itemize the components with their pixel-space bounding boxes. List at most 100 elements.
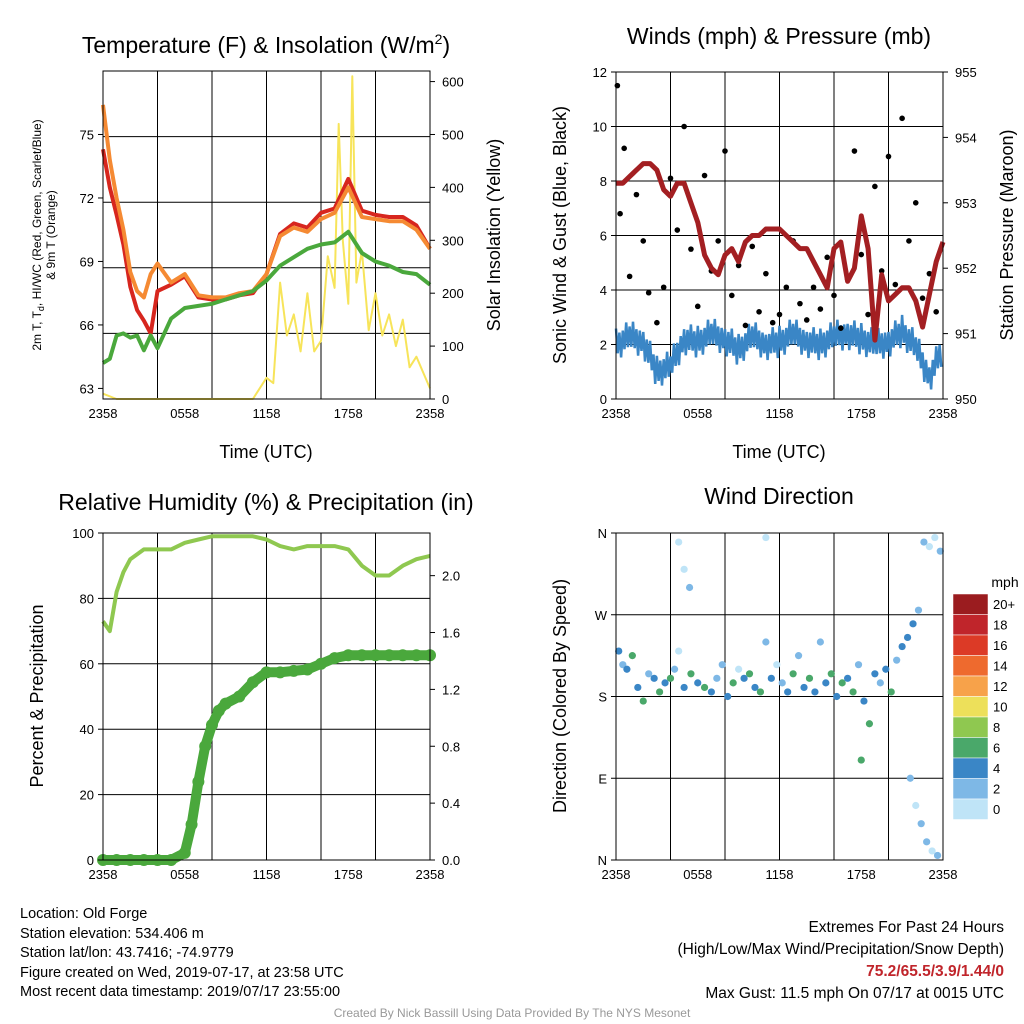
x-tick-label: 1758 bbox=[847, 867, 876, 882]
gust-point bbox=[640, 238, 647, 244]
y-tick-label: 0 bbox=[87, 853, 94, 868]
direction-point bbox=[700, 683, 709, 692]
dir-grid bbox=[616, 533, 943, 860]
station-elevation: Station elevation: 534.406 m bbox=[20, 925, 204, 942]
legend-title: mph bbox=[991, 574, 1018, 590]
legend-swatch bbox=[952, 778, 989, 800]
gust-point bbox=[831, 292, 837, 299]
gust-point bbox=[742, 322, 749, 329]
x-tick-label: 2358 bbox=[602, 406, 631, 421]
gust-point bbox=[654, 319, 660, 326]
wind-grid bbox=[616, 72, 943, 399]
y-tick-label-right: 100 bbox=[442, 339, 464, 354]
y-tick-label: 2 bbox=[600, 338, 607, 353]
station-latlon: Station lat/lon: 43.7416; -74.9779 bbox=[20, 945, 234, 961]
y-tick-label-right: 0.8 bbox=[442, 739, 460, 754]
direction-point bbox=[735, 665, 743, 673]
y-tick-label: 0 bbox=[600, 392, 607, 407]
direction-point bbox=[893, 656, 901, 664]
y-tick-label: 60 bbox=[80, 657, 94, 672]
y-tick-label-right: 1.6 bbox=[442, 626, 460, 641]
legend-label: 12 bbox=[993, 679, 1007, 694]
x-tick-label: 1758 bbox=[334, 406, 363, 421]
extremes-subtitle: (High/Low/Max Wind/Precipitation/Snow De… bbox=[677, 941, 1005, 958]
y-tick-label-right: 950 bbox=[955, 392, 977, 407]
gust-point bbox=[735, 262, 742, 269]
direction-point bbox=[909, 620, 917, 628]
direction-point bbox=[773, 661, 781, 669]
legend-swatch bbox=[952, 655, 989, 677]
figure-created: Figure created on Wed, 2019-07-17, at 23… bbox=[20, 964, 344, 981]
rh-title: Relative Humidity (%) & Precipitation (i… bbox=[58, 489, 473, 515]
y-tick-label: N bbox=[598, 526, 607, 541]
temp-series-group bbox=[101, 75, 432, 400]
legend-label: 14 bbox=[993, 659, 1007, 674]
wind-title: Winds (mph) & Pressure (mb) bbox=[627, 23, 931, 49]
y-tick-label-right: 952 bbox=[955, 261, 977, 276]
direction-point bbox=[675, 647, 683, 655]
gust-point bbox=[729, 292, 735, 299]
direction-point bbox=[805, 674, 814, 682]
y-tick-label-right: 400 bbox=[442, 180, 464, 195]
direction-point bbox=[666, 674, 675, 682]
direction-point bbox=[914, 606, 923, 614]
direction-point bbox=[827, 670, 835, 678]
direction-point bbox=[762, 533, 770, 542]
direction-point bbox=[661, 679, 669, 687]
y-tick-label: W bbox=[595, 608, 608, 623]
y-tick-label-right: 955 bbox=[955, 65, 977, 80]
gust-point bbox=[899, 115, 905, 122]
rh-frame bbox=[102, 532, 431, 861]
dir-panel: Wind Direction 2358 0558 1158 1758 2358NESWN… bbox=[550, 483, 1019, 882]
x-tick-label: 0558 bbox=[170, 406, 199, 421]
direction-point bbox=[882, 665, 890, 673]
y-tick-label: 63 bbox=[80, 381, 94, 396]
direction-point bbox=[680, 565, 688, 573]
temp-line-9m-t bbox=[101, 104, 432, 300]
direction-point bbox=[685, 583, 694, 592]
gust-point bbox=[645, 289, 652, 296]
direction-point bbox=[816, 638, 824, 646]
gust-point bbox=[674, 227, 681, 233]
temp-xlabel: Time (UTC) bbox=[219, 442, 312, 462]
direction-point bbox=[857, 756, 865, 764]
direction-point bbox=[784, 688, 792, 696]
y-tick-label-right: 200 bbox=[442, 286, 464, 301]
direction-point bbox=[778, 679, 786, 687]
direction-point bbox=[800, 683, 808, 692]
gust-point bbox=[749, 243, 756, 250]
y-tick-label-right: 2.0 bbox=[442, 569, 460, 584]
direction-point bbox=[822, 679, 830, 687]
gust-point bbox=[681, 123, 687, 130]
x-tick-label: 0558 bbox=[170, 867, 199, 882]
speed-legend: 20+ 18 16 14 12 10 8 6 4 2 0 bbox=[952, 593, 1015, 820]
legend-swatch bbox=[952, 798, 989, 820]
legend-label: 2 bbox=[993, 782, 1000, 797]
direction-point bbox=[876, 679, 884, 687]
y-tick-label-right: 951 bbox=[955, 327, 977, 342]
wind-frame bbox=[615, 71, 944, 400]
legend-swatch bbox=[952, 696, 989, 718]
gust-point bbox=[817, 306, 824, 312]
direction-point bbox=[811, 688, 819, 696]
gust-point bbox=[617, 210, 623, 217]
direction-point bbox=[740, 674, 748, 682]
pressure-line bbox=[616, 161, 946, 343]
direction-point bbox=[623, 665, 631, 673]
y-tick-label-right: 300 bbox=[442, 233, 464, 248]
y-tick-label: 100 bbox=[72, 526, 94, 541]
gust-point bbox=[621, 145, 627, 152]
direction-point bbox=[745, 670, 754, 678]
direction-point bbox=[687, 670, 695, 678]
x-tick-label: 0558 bbox=[683, 406, 712, 421]
temp-grid bbox=[103, 71, 430, 399]
x-tick-label: 1758 bbox=[847, 406, 876, 421]
legend-swatch bbox=[952, 716, 989, 738]
direction-point bbox=[789, 670, 797, 678]
wind-ylabel-left: Sonic Wind & Gust (Blue, Black) bbox=[550, 106, 570, 364]
y-tick-label-right: 953 bbox=[955, 196, 977, 211]
direction-point bbox=[860, 697, 868, 705]
legend-label: 18 bbox=[993, 618, 1007, 633]
direction-point bbox=[794, 652, 803, 660]
gust-point bbox=[851, 148, 858, 154]
